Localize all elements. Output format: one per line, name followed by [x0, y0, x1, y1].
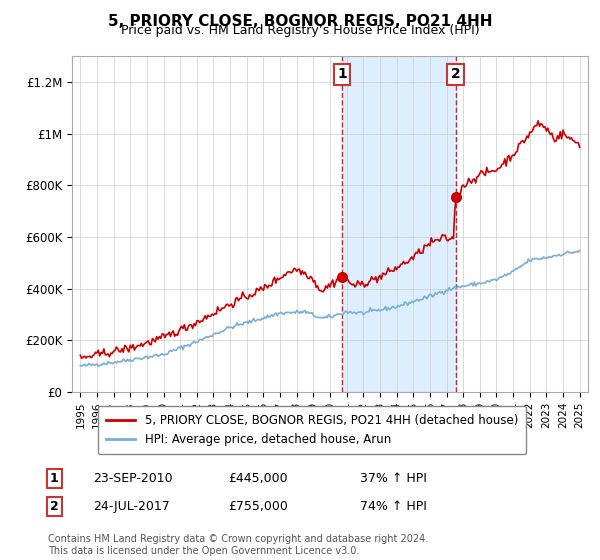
Text: Price paid vs. HM Land Registry’s House Price Index (HPI): Price paid vs. HM Land Registry’s House … [121, 24, 479, 37]
Bar [342, 56, 456, 392]
Text: 37% ↑ HPI: 37% ↑ HPI [360, 472, 427, 486]
Text: 2: 2 [50, 500, 58, 514]
Text: 2: 2 [451, 67, 461, 81]
Text: 1: 1 [50, 472, 58, 486]
Text: 74% ↑ HPI: 74% ↑ HPI [360, 500, 427, 514]
Text: 23-SEP-2010: 23-SEP-2010 [93, 472, 173, 486]
Text: 24-JUL-2017: 24-JUL-2017 [93, 500, 170, 514]
Text: 5, PRIORY CLOSE, BOGNOR REGIS, PO21 4HH: 5, PRIORY CLOSE, BOGNOR REGIS, PO21 4HH [108, 14, 492, 29]
Legend: 5, PRIORY CLOSE, BOGNOR REGIS, PO21 4HH (detached house), HPI: Average price, de: 5, PRIORY CLOSE, BOGNOR REGIS, PO21 4HH … [98, 405, 526, 454]
Text: Contains HM Land Registry data © Crown copyright and database right 2024.
This d: Contains HM Land Registry data © Crown c… [48, 534, 428, 556]
Text: £755,000: £755,000 [228, 500, 288, 514]
Text: 1: 1 [337, 67, 347, 81]
Text: £445,000: £445,000 [228, 472, 287, 486]
